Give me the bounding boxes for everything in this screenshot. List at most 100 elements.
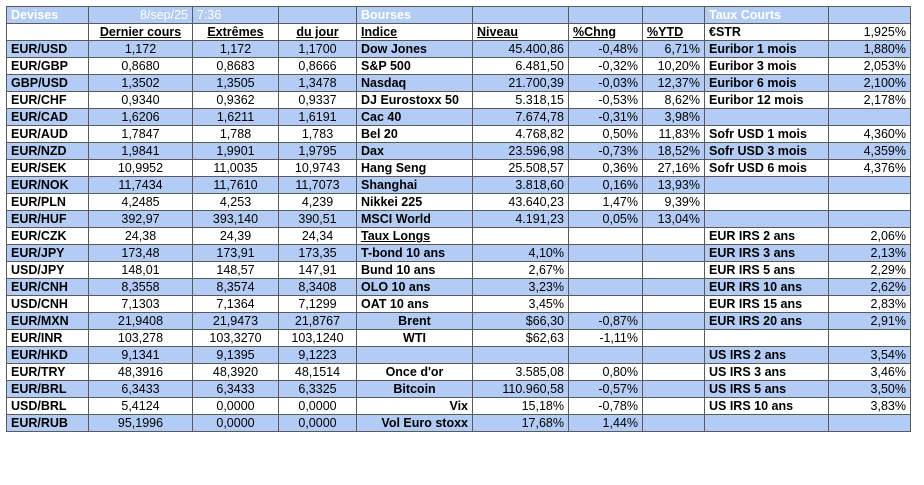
index-level: 4.191,23 xyxy=(472,210,569,228)
rate-value xyxy=(828,176,911,194)
ytd-pct xyxy=(642,278,705,296)
day-low: 1,1700 xyxy=(278,40,357,58)
change-pct xyxy=(568,295,643,313)
ytd-pct: 6,71% xyxy=(642,40,705,58)
dernier-cours-header: Dernier cours xyxy=(88,23,193,41)
rate-value: 2,06% xyxy=(828,227,911,245)
change-pct: 0,16% xyxy=(568,176,643,194)
indice-header: Indice xyxy=(356,23,473,41)
rate-value: 2,100% xyxy=(828,74,911,92)
index-name: Vol Euro stoxx xyxy=(356,414,473,432)
rate-name xyxy=(704,193,829,211)
change-pct xyxy=(568,346,643,364)
index-name: S&P 500 xyxy=(356,57,473,75)
rate-value: 2,29% xyxy=(828,261,911,279)
rate-name: €STR xyxy=(704,23,829,41)
blank-header xyxy=(6,23,89,41)
table-row: EUR/MXN 21,9408 21,9473 21,8767 Brent $66,30-… xyxy=(6,312,911,330)
index-level: 110.960,58 xyxy=(472,380,569,398)
change-pct xyxy=(568,278,643,296)
change-pct: 0,50% xyxy=(568,125,643,143)
index-name: Vix xyxy=(356,397,473,415)
day-high: 393,140 xyxy=(192,210,279,228)
currency-pair: EUR/HUF xyxy=(6,210,89,228)
table-row: EUR/USD 1,172 1,172 1,1700 Dow Jones 45.400,8… xyxy=(6,40,911,58)
rate-name xyxy=(704,176,829,194)
day-low: 24,34 xyxy=(278,227,357,245)
currency-pair: EUR/CHF xyxy=(6,91,89,109)
day-high: 8,3574 xyxy=(192,278,279,296)
day-high: 1,9901 xyxy=(192,142,279,160)
day-low: 1,783 xyxy=(278,125,357,143)
day-high: 103,3270 xyxy=(192,329,279,347)
change-pct xyxy=(568,261,643,279)
rate-value: 2,62% xyxy=(828,278,911,296)
day-low: 4,239 xyxy=(278,193,357,211)
table-row: EUR/JPY 173,48 173,91 173,35 T-bond 10 ans 4,… xyxy=(6,244,911,262)
day-low: 0,8666 xyxy=(278,57,357,75)
day-high: 173,91 xyxy=(192,244,279,262)
index-name: T-bond 10 ans xyxy=(356,244,473,262)
blank-header xyxy=(472,6,569,24)
last-price: 5,4124 xyxy=(88,397,193,415)
blank-header xyxy=(568,6,643,24)
ytd-pct: 8,62% xyxy=(642,91,705,109)
index-name: Nikkei 225 xyxy=(356,193,473,211)
rate-name: EUR IRS 2 ans xyxy=(704,227,829,245)
last-price: 8,3558 xyxy=(88,278,193,296)
extremes-header: Extrêmes xyxy=(192,23,279,41)
rate-value: 3,46% xyxy=(828,363,911,381)
day-low: 173,35 xyxy=(278,244,357,262)
table-row: EUR/CZK 24,38 24,39 24,34 Taux Longs EUR IRS … xyxy=(6,227,911,245)
index-name: Bel 20 xyxy=(356,125,473,143)
table-row: EUR/BRL 6,3433 6,3433 6,3325 Bitcoin 110.960,… xyxy=(6,380,911,398)
ytd-pct xyxy=(642,363,705,381)
last-price: 1,172 xyxy=(88,40,193,58)
ytd-pct: 3,98% xyxy=(642,108,705,126)
rate-value: 1,925% xyxy=(828,23,911,41)
column-header-row: Dernier cours Extrêmes du jour Indice Ni… xyxy=(6,23,911,41)
currency-pair: EUR/BRL xyxy=(6,380,89,398)
day-high: 1,172 xyxy=(192,40,279,58)
rate-name xyxy=(704,210,829,228)
table-row: USD/BRL 5,4124 0,0000 0,0000 Vix 15,18% -0,78%… xyxy=(6,397,911,415)
time-cell: 7:36 xyxy=(192,6,279,24)
rate-value: 4,359% xyxy=(828,142,911,160)
ytd-pct: 27,16% xyxy=(642,159,705,177)
day-low: 6,3325 xyxy=(278,380,357,398)
currency-pair: EUR/GBP xyxy=(6,57,89,75)
index-level: 4.768,82 xyxy=(472,125,569,143)
day-high: 1,788 xyxy=(192,125,279,143)
last-price: 1,6206 xyxy=(88,108,193,126)
rate-value: 3,54% xyxy=(828,346,911,364)
index-level xyxy=(472,346,569,364)
index-name: Taux Longs xyxy=(356,227,473,245)
rate-name: Sofr USD 1 mois xyxy=(704,125,829,143)
currency-pair: GBP/USD xyxy=(6,74,89,92)
rate-name xyxy=(704,414,829,432)
last-price: 0,9340 xyxy=(88,91,193,109)
table-row: EUR/SEK 10,9952 11,0035 10,9743 Hang Seng 25.… xyxy=(6,159,911,177)
rate-value: 4,360% xyxy=(828,125,911,143)
index-name: OLO 10 ans xyxy=(356,278,473,296)
index-name: Bund 10 ans xyxy=(356,261,473,279)
devises-header: Devises xyxy=(6,6,89,24)
blank-header xyxy=(828,6,911,24)
change-pct: -0,73% xyxy=(568,142,643,160)
rate-value xyxy=(828,108,911,126)
day-high: 4,253 xyxy=(192,193,279,211)
day-high: 0,9362 xyxy=(192,91,279,109)
index-level: 5.318,15 xyxy=(472,91,569,109)
currency-pair: EUR/RUB xyxy=(6,414,89,432)
index-name xyxy=(356,346,473,364)
day-high: 6,3433 xyxy=(192,380,279,398)
last-price: 21,9408 xyxy=(88,312,193,330)
currency-pair: EUR/NZD xyxy=(6,142,89,160)
rate-name: EUR IRS 3 ans xyxy=(704,244,829,262)
index-name: Nasdaq xyxy=(356,74,473,92)
last-price: 11,7434 xyxy=(88,176,193,194)
last-price: 24,38 xyxy=(88,227,193,245)
currency-pair: EUR/JPY xyxy=(6,244,89,262)
index-name: Once d'or xyxy=(356,363,473,381)
rate-name: US IRS 2 ans xyxy=(704,346,829,364)
